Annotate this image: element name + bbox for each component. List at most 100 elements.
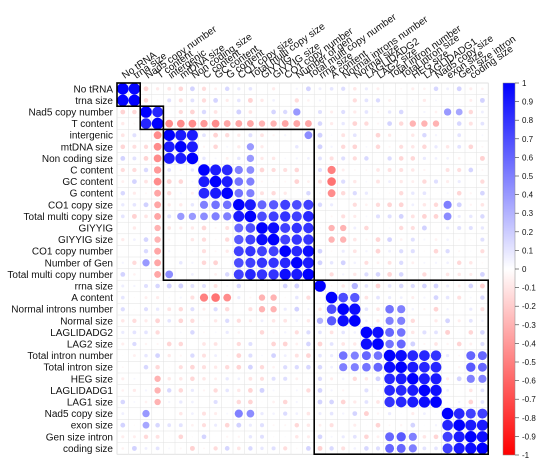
corr-cell-laglidadg2-lag2-size [372, 326, 384, 339]
row-label-trna-size: trna size [75, 96, 113, 107]
corr-cell-coding-size-non-coding-size [189, 445, 195, 451]
corr-cell-a-content-heg-size [411, 296, 415, 300]
corr-cell-laglidadg2-mtdna-size [179, 331, 182, 334]
corr-cell-normal-size-intergenic [167, 318, 172, 323]
corr-cell-no-trna-c-content [201, 86, 207, 91]
corr-cell-coding-size-nad5-copy-number [144, 446, 148, 450]
corr-cell-lag2-size-giyyig-size [271, 341, 276, 347]
corr-cell-exon-size-mtdna-size [178, 423, 183, 428]
corr-cell-co1-copy-size-t-content [154, 201, 162, 209]
corr-cell-total-intron-number-total-intron-size [395, 349, 407, 362]
corr-cell-total-multi-copy-number-number-of-gen [291, 268, 303, 280]
corr-cell-normal-introns-number-non-coding-size [190, 307, 195, 312]
corr-cell-gen-size-intron-nad5-copy-size [442, 431, 453, 442]
corr-cell-laglidadg2-t-content [155, 330, 160, 335]
corr-cell-gen-size-intron-t-content [155, 434, 160, 439]
corr-cell-nad5-copy-number-nad5-copy-size [443, 108, 452, 116]
corr-cell-total-multi-copy-number-mtdna-size [180, 273, 182, 275]
corr-cell-total-multi-copy-number-total-multi-copy-size [245, 269, 256, 280]
corr-cell-gen-size-intron-total-multi-copy-size [248, 435, 253, 439]
corr-cell-normal-introns-number-laglidadg2 [364, 307, 369, 312]
corr-cell-normal-size-total-intron-number [385, 316, 394, 325]
corr-cell-c-content-total-intron-number [387, 168, 392, 172]
corr-cell-laglidadg2-total-intron-size [396, 328, 406, 337]
row-label-exon-size: exon size [71, 421, 114, 432]
corr-cell-heg-size-normal-introns-number [341, 377, 345, 381]
corr-cell-c-content-lag2-size [376, 168, 380, 172]
corr-cell-total-intron-size-total-intron-size [395, 361, 408, 374]
corr-cell-mtdna-size-laglidadg2 [365, 145, 368, 148]
corr-cell-giyyig-size-total-intron-number [387, 237, 392, 243]
corr-cell-number-of-gen-gen-size-intron [469, 261, 473, 265]
corr-cell-no-trna-giyyig [261, 88, 263, 90]
corr-cell-total-multi-copy-size-co1-copy-size [233, 210, 245, 222]
row-label-no-trna: No tRNA [74, 84, 114, 95]
corr-cell-total-multi-copy-number-t-content [154, 270, 162, 278]
row-label-t-content: T content [71, 119, 113, 130]
corr-cell-gen-size-intron-heg-size [408, 432, 417, 441]
corr-cell-co1-copy-size-trna-size [132, 202, 137, 207]
colorbar-tick-label: -0.2 [522, 302, 536, 311]
corr-cell-laglidadg2-coding-size [480, 330, 485, 335]
corr-cell-giyyig-nad5-copy-size [445, 226, 450, 230]
corr-cell-co1-copy-number-nad5-copy-size [445, 249, 450, 254]
row-label-a-content: A content [71, 293, 113, 304]
corr-cell-exon-size-gen-size-intron [465, 419, 477, 431]
corr-cell-normal-size-a-content [326, 316, 337, 326]
corr-cell-total-multi-copy-number-giyyig-size [268, 269, 279, 280]
corr-cell-lag1-size-t-content [154, 398, 161, 406]
corr-cell-co1-copy-size-c-content [199, 200, 209, 209]
corr-cell-t-content-giyyig-size [270, 120, 277, 127]
corr-cell-lag2-size-total-intron-number [385, 339, 394, 349]
corr-cell-giyyig-nad5-copy-number [145, 227, 147, 229]
corr-cell-t-content-exon-size [456, 121, 462, 126]
corr-cell-coding-size-c-content [202, 447, 206, 450]
corr-cell-number-of-gen-exon-size [456, 260, 462, 266]
colorbar-tick-label: 0.3 [522, 209, 534, 218]
corr-cell-total-intron-number-total-intron-number [383, 349, 396, 362]
corr-cell-co1-copy-number-g-content [225, 249, 229, 253]
corr-cell-lag1-size-lag2-size [376, 400, 380, 404]
corr-cell-total-intron-number-coding-size [477, 351, 487, 361]
corr-cell-heg-size-giyyig [259, 376, 265, 381]
corr-cell-total-intron-size-lag2-size [373, 362, 383, 372]
corr-cell-rrna-size-g-content [226, 284, 229, 288]
corr-cell-heg-size-total-multi-copy-size [248, 376, 253, 381]
corr-cell-laglidadg2-rrna-size [318, 330, 322, 335]
corr-cell-normal-size-mtdna-size [178, 318, 184, 324]
corr-cell-t-content-total-multi-copy-size [246, 120, 254, 128]
corr-cell-nad5-copy-number-nad5-copy-number [140, 106, 152, 118]
corr-cell-no-trna-laglidadg2 [364, 87, 368, 91]
corr-cell-lag1-size-total-multi-copy-number [307, 401, 309, 403]
corr-cell-normal-introns-number-number-of-gen [294, 306, 300, 312]
row-label-number-of-gen: Number of Gen [45, 258, 113, 269]
corr-cell-giyyig-size-normal-size [352, 237, 357, 242]
corr-cell-laglidadg1-gc-content [213, 388, 218, 393]
corr-cell-g-content-number-of-gen [296, 192, 298, 194]
corr-cell-laglidadg1-c-content [202, 389, 206, 392]
corr-cell-total-multi-copy-size-laglidadg1 [422, 214, 427, 219]
corr-cell-trna-size-normal-introns-number [342, 99, 344, 102]
corr-cell-number-of-gen-t-content [154, 259, 162, 267]
corr-cell-t-content-laglidadg2 [364, 121, 369, 126]
corr-cell-lag1-size-laglidadg2 [364, 400, 369, 404]
corr-cell-g-content-laglidadg2 [364, 191, 369, 195]
corr-cell-heg-size-total-intron-number [384, 373, 395, 385]
corr-cell-rrna-size-no-trna [121, 284, 125, 288]
corr-cell-a-content-t-content [155, 295, 160, 300]
corr-cell-coding-size-exon-size [453, 442, 465, 454]
correlation-circles [117, 83, 489, 455]
corr-cell-total-multi-copy-number-laglidadg1 [422, 272, 427, 277]
corr-cell-heg-size-heg-size [407, 373, 419, 385]
corr-cell-c-content-giyyig-size [271, 167, 276, 173]
corr-cell-nad5-copy-number-mtdna-size [178, 109, 183, 115]
corr-cell-giyyig-no-trna [122, 227, 124, 229]
corr-cell-nad5-copy-number-total-multi-copy-size [248, 110, 253, 114]
corr-cell-a-content-number-of-gen [295, 295, 299, 300]
corr-cell-no-trna-co1-copy-size [237, 87, 241, 91]
corr-cell-laglidadg1-lag2-size [376, 389, 380, 392]
corr-cell-mtdna-size-normal-introns-number [340, 144, 346, 150]
corr-cell-lag1-size-number-of-gen [295, 400, 298, 404]
corr-cell-laglidadg1-heg-size [407, 384, 419, 396]
corr-cell-giyyig-size-g-content [225, 237, 230, 242]
